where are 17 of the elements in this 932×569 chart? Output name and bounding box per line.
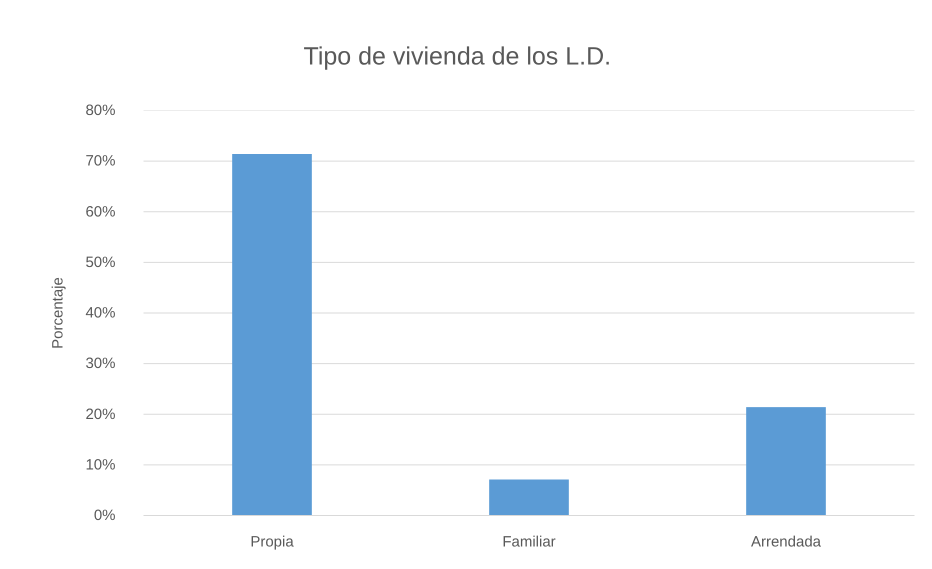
y-tick-label: 10%	[85, 456, 116, 474]
bar	[232, 154, 312, 516]
x-tick-label: Arrendada	[750, 534, 822, 550]
bar	[489, 480, 569, 516]
y-tick-label: 20%	[85, 406, 116, 423]
bar	[746, 407, 826, 516]
x-tick-label: Familiar	[502, 534, 556, 550]
y-tick-label: 0%	[94, 507, 116, 524]
y-tick-label: 60%	[85, 203, 116, 220]
y-tick-label: 80%	[85, 102, 116, 119]
chart-title: Tipo de vivienda de los L.D.	[304, 42, 612, 70]
y-tick-label: 70%	[85, 152, 116, 170]
y-tick-label: 30%	[85, 355, 116, 372]
y-tick-label: 40%	[85, 304, 116, 322]
x-tick-label: Propia	[250, 534, 294, 550]
y-tick-label: 50%	[85, 254, 116, 271]
y-axis-title: Porcentaje	[49, 277, 66, 349]
